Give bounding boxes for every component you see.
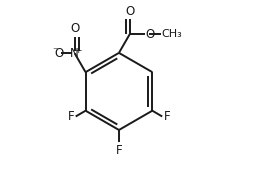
Text: F: F — [116, 144, 122, 157]
Text: N: N — [70, 47, 79, 60]
Text: O: O — [70, 22, 79, 35]
Text: F: F — [67, 111, 74, 124]
Text: F: F — [164, 111, 171, 124]
Text: O: O — [125, 5, 134, 18]
Text: ⁻: ⁻ — [52, 46, 58, 56]
Text: +: + — [75, 46, 82, 55]
Text: CH₃: CH₃ — [162, 29, 182, 39]
Text: O: O — [54, 47, 63, 60]
Text: O: O — [146, 28, 155, 41]
